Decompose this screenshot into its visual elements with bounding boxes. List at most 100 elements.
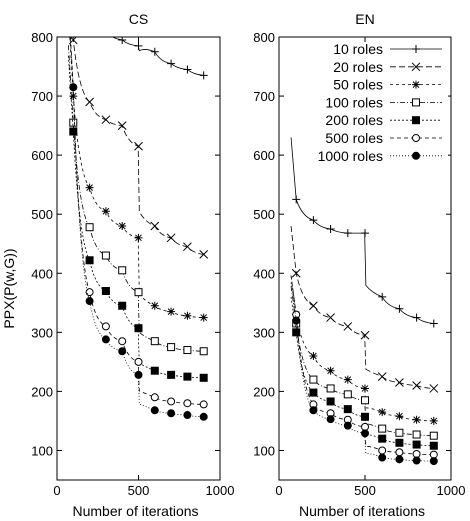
data-point <box>70 84 77 91</box>
data-point <box>430 319 438 327</box>
series-1000-roles <box>68 3 207 421</box>
legend-marker <box>413 117 420 124</box>
data-point <box>396 429 403 436</box>
x-axis-title: Number of iterations <box>72 503 198 519</box>
data-point <box>293 329 300 336</box>
series-line <box>68 3 203 417</box>
y-tick-label: 100 <box>253 443 275 458</box>
data-point <box>168 371 175 378</box>
data-point <box>430 417 438 425</box>
data-point <box>413 441 420 448</box>
series-line <box>68 3 203 405</box>
y-tick-label: 300 <box>31 325 53 340</box>
data-point <box>167 234 175 242</box>
data-point <box>184 373 191 380</box>
data-point <box>135 371 142 378</box>
x-axis-title: Number of iterations <box>299 503 425 519</box>
legend-label: 200 roles <box>325 112 383 128</box>
data-point <box>378 408 386 416</box>
data-point <box>183 65 191 73</box>
data-point <box>310 376 317 383</box>
data-point <box>378 373 386 381</box>
y-tick-label: 500 <box>31 207 53 222</box>
data-point <box>361 229 369 237</box>
data-point <box>151 394 158 401</box>
data-point <box>327 416 334 423</box>
data-point <box>327 398 334 405</box>
data-point <box>70 128 77 135</box>
x-tick-label: 0 <box>275 483 282 498</box>
data-point <box>413 457 420 464</box>
data-point <box>86 98 94 106</box>
legend-label: 500 roles <box>325 130 383 146</box>
x-tick-label: 500 <box>128 483 150 498</box>
data-point <box>70 119 77 126</box>
data-point <box>413 381 421 389</box>
data-point <box>102 287 109 294</box>
data-point <box>344 322 352 330</box>
data-point <box>167 60 175 68</box>
data-point <box>379 425 386 432</box>
data-point <box>430 442 437 449</box>
data-point <box>135 325 142 332</box>
x-tick-label: 0 <box>53 483 60 498</box>
y-tick-label: 400 <box>253 266 275 281</box>
data-point <box>200 71 208 79</box>
data-point <box>135 234 143 242</box>
series-line <box>68 45 203 351</box>
data-point <box>378 293 386 301</box>
data-point <box>413 314 421 322</box>
series-100-roles <box>68 45 207 354</box>
data-point <box>430 451 437 458</box>
legend-marker <box>413 152 420 159</box>
data-point <box>135 42 143 50</box>
data-point <box>184 347 191 354</box>
data-point <box>200 413 207 420</box>
legend-label: 10 roles <box>333 41 383 57</box>
legend-label: 50 roles <box>333 77 383 93</box>
data-point <box>167 308 175 316</box>
data-point <box>184 412 191 419</box>
y-tick-label: 500 <box>253 207 275 222</box>
series-50-roles <box>68 13 207 321</box>
y-tick-label: 400 <box>31 266 53 281</box>
data-point <box>362 430 369 437</box>
series-line <box>291 297 434 446</box>
y-tick-label: 600 <box>31 148 53 163</box>
data-point <box>135 142 143 150</box>
series-line <box>68 13 203 317</box>
data-point <box>119 302 126 309</box>
data-point <box>396 456 403 463</box>
data-point <box>344 406 351 413</box>
data-point <box>135 289 142 296</box>
data-point <box>362 413 369 420</box>
data-point <box>102 336 109 343</box>
data-point <box>413 451 420 458</box>
data-point <box>151 302 159 310</box>
data-point <box>86 289 93 296</box>
y-tick-label: 800 <box>31 30 53 45</box>
data-point <box>86 224 93 231</box>
data-point <box>102 207 110 215</box>
data-point <box>413 416 421 424</box>
data-point <box>396 439 403 446</box>
data-point <box>309 352 317 360</box>
data-point <box>327 367 335 375</box>
data-point <box>200 348 207 355</box>
data-point <box>430 458 437 465</box>
data-point <box>396 449 403 456</box>
y-tick-label: 100 <box>31 443 53 458</box>
legend-marker <box>412 81 420 89</box>
plot-area <box>68 0 207 420</box>
x-tick-label: 1000 <box>437 483 466 498</box>
plot-area <box>291 137 438 464</box>
data-point <box>151 48 159 56</box>
y-tick-label: 600 <box>253 148 275 163</box>
data-point <box>310 407 317 414</box>
data-point <box>151 338 158 345</box>
data-point <box>309 302 317 310</box>
data-point <box>395 412 403 420</box>
data-point <box>86 184 94 192</box>
legend-label: 20 roles <box>333 59 383 75</box>
y-tick-label: 200 <box>253 384 275 399</box>
